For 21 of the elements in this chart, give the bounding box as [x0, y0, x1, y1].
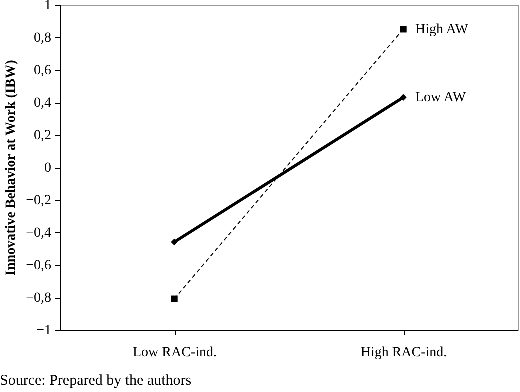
y-tick-label: 0,4 — [34, 96, 52, 111]
series-label: Low AW — [416, 90, 467, 106]
y-axis-title: Innovative Behavior at Work (IBW) — [4, 60, 20, 276]
point — [171, 238, 178, 246]
source-note: Source: Prepared by the authors — [0, 373, 192, 389]
y-tick-label: −0,8 — [26, 291, 52, 306]
y-tick-label: 0,8 — [34, 31, 52, 46]
point — [400, 26, 407, 33]
y-tick-label: 1 — [44, 0, 52, 14]
series-label: High AW — [416, 22, 470, 38]
y-tick-label: −0,6 — [26, 258, 52, 274]
x-tick-label: High RAC-ind. — [360, 346, 448, 360]
y-tick-label: 0 — [44, 161, 52, 176]
y-tick-label: −1 — [36, 324, 52, 338]
point — [171, 296, 178, 302]
y-tick-label: −0,2 — [26, 194, 52, 208]
y-tick-label: 0,2 — [34, 128, 52, 144]
y-tick-label: −0,4 — [26, 226, 52, 241]
point — [400, 94, 407, 101]
x-tick-label: Low RAC-ind. — [133, 346, 217, 360]
y-tick-label: 0,6 — [34, 64, 52, 78]
